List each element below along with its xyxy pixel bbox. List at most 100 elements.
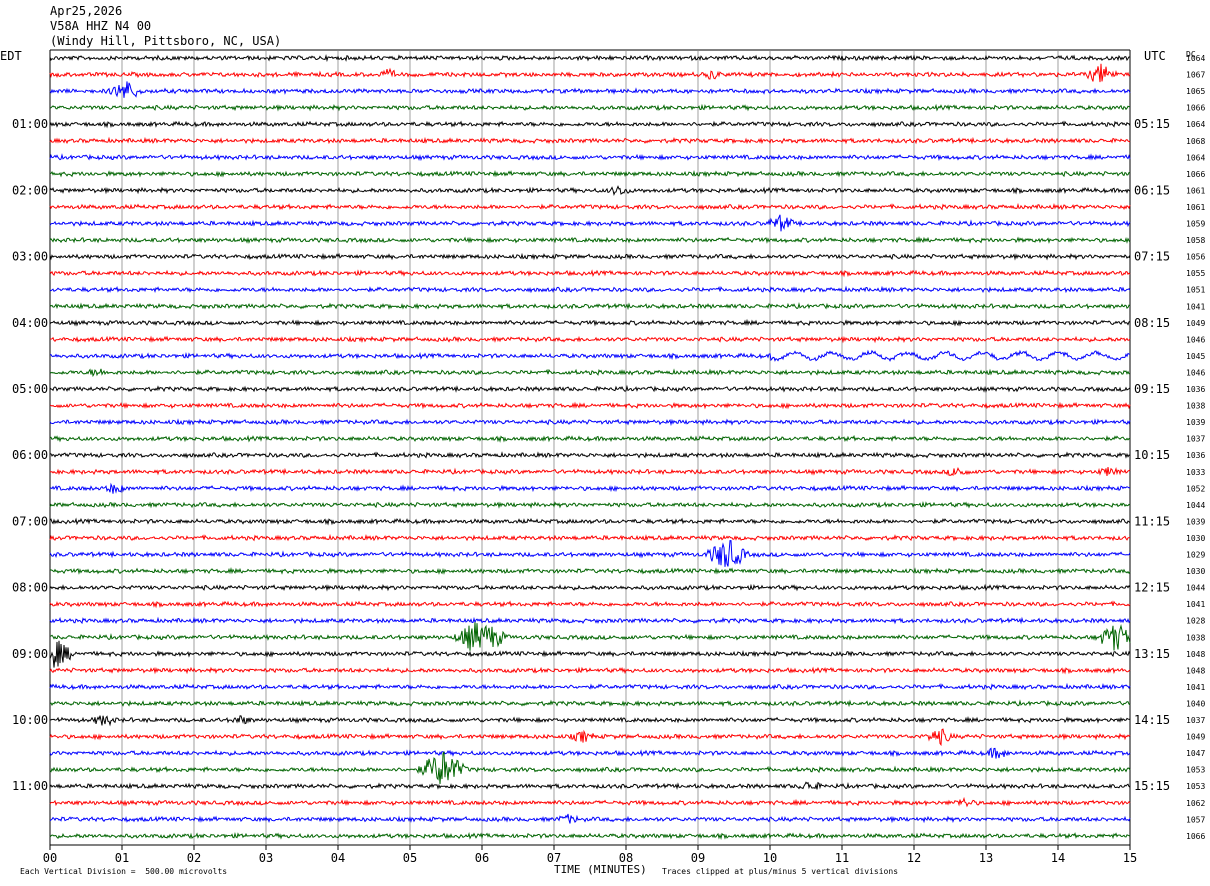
x-tick-label: 04 [331, 851, 345, 865]
trace-row-8 [49, 185, 1131, 196]
scale-note: Each Vertical Division = 500.00 microvol… [20, 867, 228, 876]
utc-hour-label: 13:15 [1134, 647, 1170, 661]
utc-hour-label: 09:15 [1134, 382, 1170, 396]
edt-hour-label: 10:00 [12, 713, 48, 727]
dc-offset-label: 1064 [1186, 54, 1205, 63]
trace-row-29 [49, 533, 1131, 542]
x-tick-label: 06 [475, 851, 489, 865]
trace-row-22 [49, 418, 1131, 427]
x-tick-label: 02 [187, 851, 201, 865]
dc-offset-label: 1066 [1186, 170, 1205, 179]
trace-row-47 [49, 831, 1131, 841]
dc-offset-label: 1049 [1186, 733, 1205, 742]
utc-hour-label: 12:15 [1134, 581, 1170, 595]
dc-offset-label: 1046 [1186, 368, 1205, 377]
trace-row-11 [49, 235, 1131, 244]
dc-offset-label: 1068 [1186, 137, 1205, 146]
edt-hour-label: 04:00 [12, 316, 48, 330]
trace-row-20 [49, 384, 1131, 393]
trace-row-40 [49, 715, 1131, 727]
x-axis-title: TIME (MINUTES) [554, 863, 647, 876]
helicorder-traces [49, 54, 1131, 841]
x-tick-label: 15 [1123, 851, 1137, 865]
utc-axis-label: UTC [1144, 49, 1166, 63]
dc-offset-label: 1061 [1186, 186, 1205, 195]
x-tick-label: 01 [115, 851, 129, 865]
dc-offset-label: 1064 [1186, 120, 1205, 129]
dc-offset-label: 1066 [1186, 104, 1205, 113]
x-tick-label: 09 [691, 851, 705, 865]
trace-row-35 [49, 622, 1131, 651]
dc-offset-label: 1059 [1186, 220, 1205, 229]
utc-hour-label: 06:15 [1134, 183, 1170, 197]
trace-row-36 [49, 640, 1131, 668]
edt-hour-label: 06:00 [12, 448, 48, 462]
dc-offset-label: 1044 [1186, 584, 1205, 593]
trace-row-25 [49, 466, 1131, 477]
dc-offset-label: 1046 [1186, 335, 1205, 344]
utc-hour-label: 05:15 [1134, 117, 1170, 131]
utc-hour-label: 10:15 [1134, 448, 1170, 462]
edt-hour-label: 08:00 [12, 581, 48, 595]
x-tick-label: 10 [763, 851, 777, 865]
dc-offset-label: 1041 [1186, 600, 1205, 609]
dc-offset-label: 1028 [1186, 617, 1205, 626]
edt-hour-label: 01:00 [12, 117, 48, 131]
dc-offset-label: 1055 [1186, 269, 1205, 278]
x-tick-label: 13 [979, 851, 993, 865]
dc-offset-label: 1058 [1186, 236, 1205, 245]
dc-offset-label: 1033 [1186, 468, 1205, 477]
trace-row-33 [49, 600, 1131, 609]
edt-hour-label: 05:00 [12, 382, 48, 396]
dc-offset-label: 1065 [1186, 87, 1205, 96]
dc-offset-label: 1041 [1186, 302, 1205, 311]
dc-offset-label: 1036 [1186, 451, 1205, 460]
trace-row-4 [49, 120, 1131, 129]
trace-row-37 [49, 666, 1131, 675]
dc-offset-label: 1037 [1186, 435, 1205, 444]
dc-offset-label: 1066 [1186, 832, 1205, 841]
trace-row-44 [49, 781, 1131, 791]
utc-hour-label: 08:15 [1134, 316, 1170, 330]
dc-offset-label: 1061 [1186, 203, 1205, 212]
utc-hour-label: 07:15 [1134, 250, 1170, 264]
edt-hour-label: 07:00 [12, 514, 48, 528]
minute-gridlines [49, 49, 1131, 850]
trace-row-32 [49, 583, 1131, 592]
clip-note: Traces clipped at plus/minus 5 vertical … [662, 867, 899, 876]
x-tick-label: 14 [1051, 851, 1065, 865]
trace-row-19 [49, 368, 1131, 378]
trace-row-15 [49, 302, 1131, 311]
x-tick-label: 11 [835, 851, 849, 865]
dc-offset-label: 1048 [1186, 666, 1205, 675]
x-tick-label: 12 [907, 851, 921, 865]
trace-row-12 [49, 252, 1131, 261]
trace-row-42 [49, 747, 1131, 759]
station-location: (Windy Hill, Pittsboro, NC, USA) [50, 34, 282, 48]
dc-offset-label: 1048 [1186, 650, 1205, 659]
trace-row-28 [49, 517, 1131, 526]
utc-hour-label: 15:15 [1134, 779, 1170, 793]
trace-row-31 [49, 566, 1131, 575]
dc-offset-label: 1040 [1186, 699, 1205, 708]
x-tick-label: 03 [259, 851, 273, 865]
dc-offset-label: 1057 [1186, 815, 1205, 824]
x-tick-label: 08 [619, 851, 633, 865]
trace-row-1 [49, 63, 1131, 83]
edt-hour-label: 11:00 [12, 779, 48, 793]
trace-row-5 [49, 136, 1131, 145]
dc-offset-label: 1041 [1186, 683, 1205, 692]
x-tick-label: 00 [43, 851, 57, 865]
dc-offset-label: 1053 [1186, 782, 1205, 791]
dc-offset-label: 1039 [1186, 418, 1205, 427]
trace-row-30 [49, 540, 1131, 567]
trace-row-18 [49, 349, 1131, 362]
trace-row-43 [49, 751, 1131, 784]
plot-date: Apr25,2026 [50, 4, 123, 18]
dc-offset-label: 1049 [1186, 319, 1205, 328]
trace-row-17 [49, 335, 1131, 344]
dc-offset-label: 1067 [1186, 71, 1205, 80]
trace-row-26 [49, 482, 1131, 494]
dc-offset-label: 1029 [1186, 551, 1205, 560]
trace-row-21 [49, 401, 1131, 410]
